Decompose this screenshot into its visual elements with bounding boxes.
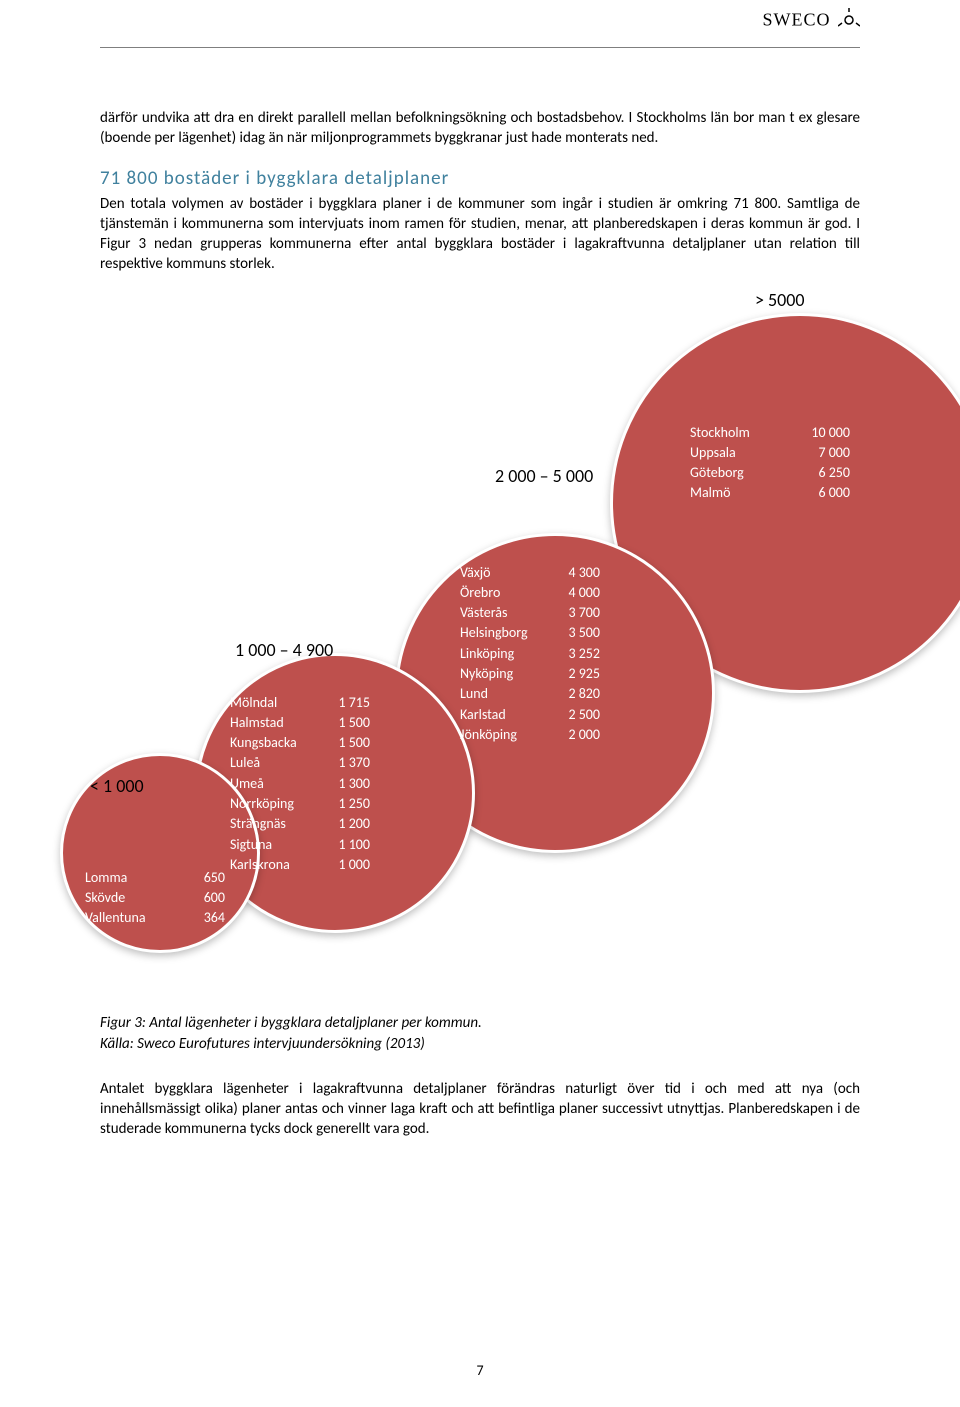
list-item: Lund2 820 (460, 684, 600, 704)
item-value: 2 000 (550, 725, 600, 745)
list-item: Mölndal1 715 (230, 693, 370, 713)
logo-icon (838, 8, 860, 35)
item-value: 364 (175, 908, 225, 928)
item-value: 2 820 (550, 684, 600, 704)
list-item: Norrköping1 250 (230, 794, 370, 814)
item-name: Uppsala (690, 443, 790, 463)
list-item: Nyköping2 925 (460, 664, 600, 684)
item-name: Norrköping (230, 794, 320, 814)
item-name: Västerås (460, 603, 550, 623)
list-item: Kungsbacka1 500 (230, 733, 370, 753)
item-name: Malmö (690, 483, 790, 503)
item-name: Helsingborg (460, 623, 550, 643)
item-name: Nyköping (460, 664, 550, 684)
item-value: 1 500 (320, 713, 370, 733)
range-label-1: < 1 000 (90, 775, 144, 797)
section-paragraph: Den totala volymen av bostäder i byggkla… (100, 194, 860, 275)
list-item: Linköping3 252 (460, 644, 600, 664)
item-value: 1 715 (320, 693, 370, 713)
list-item: Umeå1 300 (230, 774, 370, 794)
intro-paragraph: därför undvika att dra en direkt paralle… (100, 108, 860, 149)
bubble-3-table: Växjö4 300Örebro4 000Västerås3 700Helsin… (460, 563, 600, 746)
list-item: Skövde600 (85, 888, 225, 908)
item-name: Mölndal (230, 693, 320, 713)
list-item: Växjö4 300 (460, 563, 600, 583)
caption-line-1: Figur 3: Antal lägenheter i byggklara de… (100, 1013, 860, 1034)
list-item: Halmstad1 500 (230, 713, 370, 733)
item-name: Lomma (85, 868, 175, 888)
logo-text: SWECO (763, 10, 831, 30)
item-value: 3 500 (550, 623, 600, 643)
item-value: 1 370 (320, 753, 370, 773)
item-name: Örebro (460, 583, 550, 603)
item-name: Vallentuna (85, 908, 175, 928)
item-value: 2 925 (550, 664, 600, 684)
range-label-3: 2 000 – 5 000 (495, 465, 593, 487)
item-value: 10 000 (790, 423, 850, 443)
item-name: Halmstad (230, 713, 320, 733)
item-value: 1 500 (320, 733, 370, 753)
list-item: Stockholm10 000 (690, 423, 850, 443)
list-item: Lomma650 (85, 868, 225, 888)
item-name: Stockholm (690, 423, 790, 443)
bubble-2-table: Mölndal1 715Halmstad1 500Kungsbacka1 500… (230, 693, 370, 876)
list-item: Helsingborg3 500 (460, 623, 600, 643)
item-value: 3 252 (550, 644, 600, 664)
list-item: Strängnäs1 200 (230, 814, 370, 834)
list-item: Karlstad2 500 (460, 705, 600, 725)
list-item: Sigtuna1 100 (230, 835, 370, 855)
item-name: Sigtuna (230, 835, 320, 855)
item-name: Lund (460, 684, 550, 704)
item-name: Jönköping (460, 725, 550, 745)
page-number: 7 (0, 1362, 960, 1379)
item-name: Kungsbacka (230, 733, 320, 753)
list-item: Örebro4 000 (460, 583, 600, 603)
range-label-2: 1 000 – 4 900 (235, 639, 333, 661)
list-item: Jönköping2 000 (460, 725, 600, 745)
figure-caption: Figur 3: Antal lägenheter i byggklara de… (100, 1013, 860, 1055)
item-value: 1 000 (320, 855, 370, 875)
item-name: Göteborg (690, 463, 790, 483)
list-item: Luleå1 370 (230, 753, 370, 773)
bubble-4-table: Stockholm10 000Uppsala7 000Göteborg6 250… (690, 423, 850, 504)
bubble-figure: > 5000 2 000 – 5 000 1 000 – 4 900 < 1 0… (100, 293, 860, 973)
item-value: 1 200 (320, 814, 370, 834)
item-name: Karlskrona (230, 855, 320, 875)
list-item: Göteborg6 250 (690, 463, 850, 483)
item-value: 1 300 (320, 774, 370, 794)
item-name: Strängnäs (230, 814, 320, 834)
item-name: Skövde (85, 888, 175, 908)
item-name: Luleå (230, 753, 320, 773)
list-item: Vallentuna364 (85, 908, 225, 928)
section-title: 71 800 bostäder i byggklara detaljplaner (100, 167, 860, 190)
list-item: Västerås3 700 (460, 603, 600, 623)
item-name: Växjö (460, 563, 550, 583)
item-name: Linköping (460, 644, 550, 664)
logo: SWECO (763, 8, 861, 35)
caption-line-2: Källa: Sweco Eurofutures intervjuundersö… (100, 1034, 860, 1055)
list-item: Uppsala7 000 (690, 443, 850, 463)
closing-paragraph: Antalet byggklara lägenheter i lagakraft… (100, 1079, 860, 1140)
item-value: 600 (175, 888, 225, 908)
item-value: 4 000 (550, 583, 600, 603)
item-value: 650 (175, 868, 225, 888)
list-item: Malmö6 000 (690, 483, 850, 503)
page-header: SWECO (100, 0, 860, 48)
page: SWECO därför undvika att dra en direkt p… (0, 0, 960, 1407)
list-item: Karlskrona1 000 (230, 855, 370, 875)
item-name: Umeå (230, 774, 320, 794)
bubble-1-table: Lomma650Skövde600Vallentuna364 (85, 868, 225, 929)
item-value: 2 500 (550, 705, 600, 725)
item-value: 1 250 (320, 794, 370, 814)
item-name: Karlstad (460, 705, 550, 725)
range-label-4: > 5000 (755, 289, 805, 311)
item-value: 1 100 (320, 835, 370, 855)
item-value: 7 000 (790, 443, 850, 463)
item-value: 6 250 (790, 463, 850, 483)
item-value: 6 000 (790, 483, 850, 503)
item-value: 4 300 (550, 563, 600, 583)
item-value: 3 700 (550, 603, 600, 623)
